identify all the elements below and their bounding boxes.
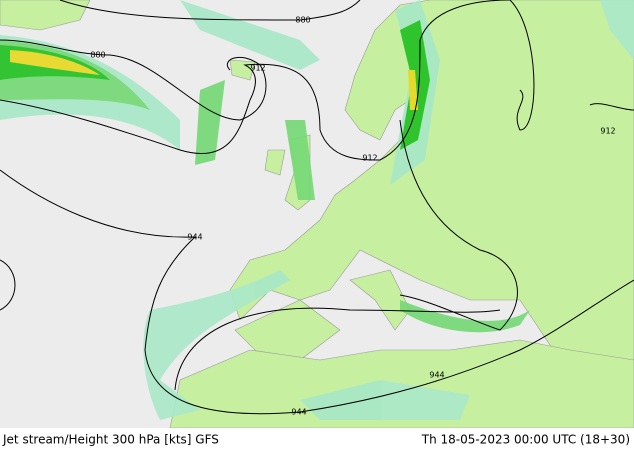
footer-bar <box>0 428 634 450</box>
contour-line <box>399 119 518 331</box>
contour-line <box>0 259 16 311</box>
contour-labels: 880 880 912 912 912 944 944 944 <box>90 16 615 417</box>
contour-label: 944 <box>187 233 202 242</box>
contour-label: 944 <box>291 408 306 417</box>
contour-label: 912 <box>600 127 615 136</box>
jet-stream <box>0 0 634 420</box>
contours <box>0 0 634 415</box>
contour-line <box>59 0 361 21</box>
contour-label: 912 <box>250 64 265 73</box>
footer-time: Th 18-05-2023 00:00 UTC (18+30) <box>421 433 630 447</box>
contour-line <box>589 103 634 111</box>
contour-label: 880 <box>295 16 310 25</box>
contour-label: 880 <box>90 51 105 60</box>
contour-label: 912 <box>362 154 377 163</box>
contour-label: 944 <box>429 371 444 380</box>
contour-line <box>0 0 535 161</box>
contour-line <box>0 169 634 415</box>
contour-line <box>0 39 267 121</box>
contour-line <box>174 307 501 391</box>
footer-title: Jet stream/Height 300 hPa [kts] GFS <box>2 433 219 447</box>
